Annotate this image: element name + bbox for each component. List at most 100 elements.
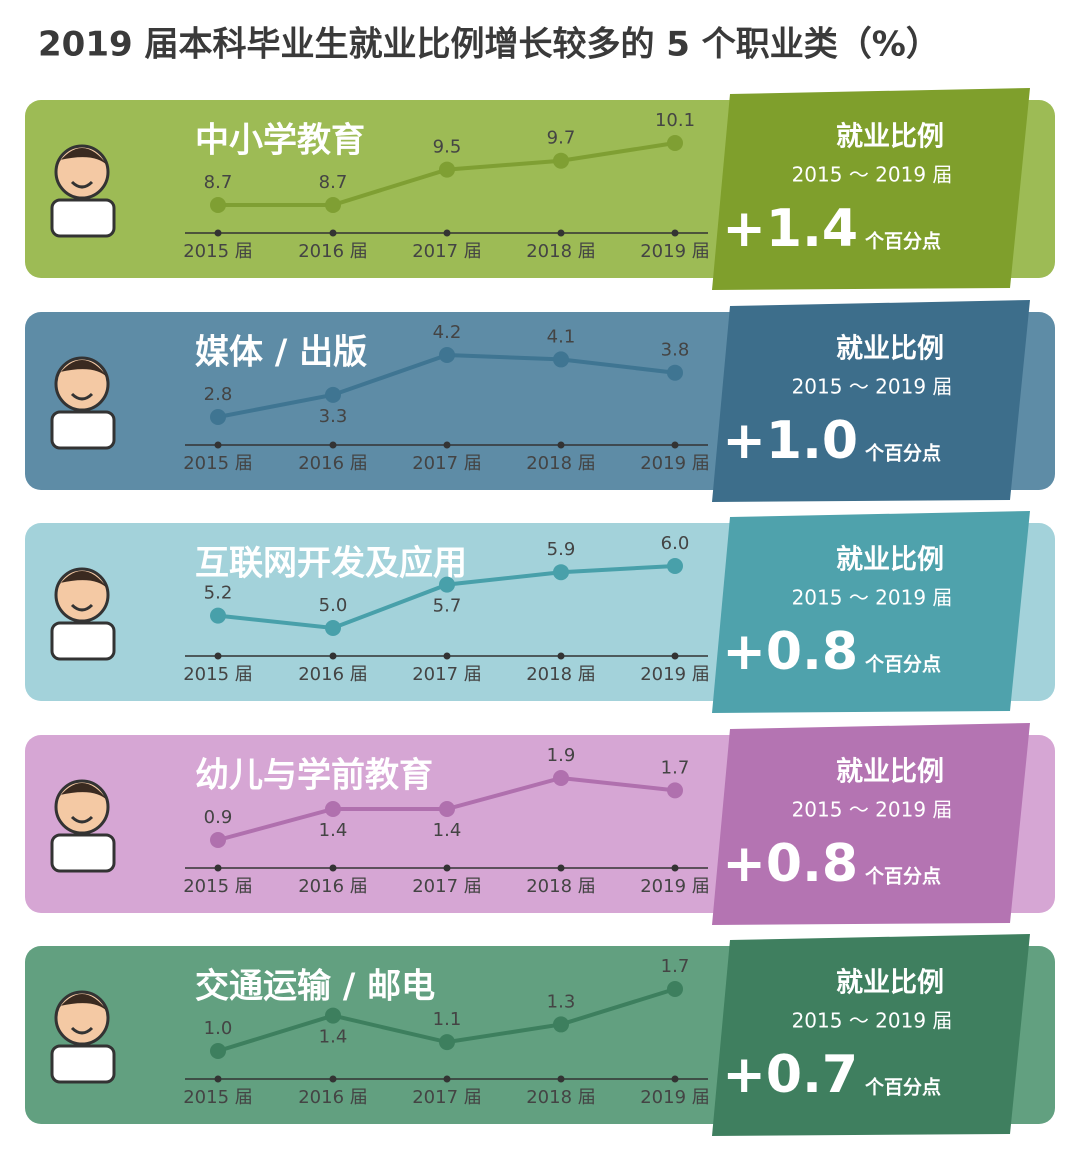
data-label: 1.7	[661, 956, 690, 977]
data-label: 0.9	[204, 807, 233, 828]
chart-title: 幼儿与学前教育	[195, 756, 433, 796]
data-point	[667, 782, 683, 799]
side-title: 就业比例	[836, 334, 944, 365]
data-label: 1.4	[433, 820, 462, 841]
axis-tick	[214, 1075, 222, 1083]
data-label: 1.3	[547, 991, 576, 1012]
data-label: 10.1	[655, 110, 695, 131]
axis-tick	[329, 229, 337, 237]
chart-panel: 中小学教育 2015 届 8.7 2016 届 8.7 2017 届 9.5 2018 届 9.…	[25, 88, 1055, 290]
axis-tick	[214, 229, 222, 237]
data-label: 5.9	[547, 539, 576, 560]
data-label: 8.7	[319, 172, 348, 193]
icon-head	[54, 779, 110, 835]
change-value: +0.7	[722, 1045, 858, 1105]
icon-hair	[56, 783, 108, 801]
icon-smile	[70, 1026, 94, 1035]
data-point	[439, 161, 455, 178]
icon-smile	[70, 815, 94, 824]
x-tick-label: 2016 届	[298, 453, 368, 474]
x-tick-label: 2017 届	[412, 1087, 482, 1108]
data-label: 9.7	[547, 128, 576, 149]
data-point	[553, 564, 569, 581]
change-unit: 个百分点	[864, 1077, 941, 1099]
chart-panel: 交通运输 / 邮电 2015 届 1.0 2016 届 1.4 2017 届 1.1 2018…	[25, 934, 1055, 1136]
axis-tick	[329, 864, 337, 872]
side-range: 2015 ～ 2019 届	[792, 586, 953, 610]
icon-body	[50, 1044, 116, 1084]
x-tick-label: 2016 届	[298, 664, 368, 685]
data-label: 1.9	[547, 745, 576, 766]
axis-tick	[443, 441, 451, 449]
side-range: 2015 ～ 2019 届	[792, 1009, 953, 1033]
axis-tick	[329, 1075, 337, 1083]
axis-tick	[329, 441, 337, 449]
x-tick-label: 2019 届	[640, 453, 710, 474]
data-label: 1.7	[661, 757, 690, 778]
side-title: 就业比例	[836, 122, 944, 153]
axis-tick	[329, 652, 337, 660]
data-point	[325, 386, 341, 403]
axis-tick	[557, 864, 565, 872]
axis-tick	[443, 652, 451, 660]
x-tick-label: 2019 届	[640, 664, 710, 685]
side-title: 就业比例	[836, 757, 944, 788]
data-point	[439, 1034, 455, 1051]
data-point	[325, 197, 341, 213]
change-value: +0.8	[722, 834, 858, 894]
axis-tick	[671, 1075, 679, 1083]
x-tick-label: 2015 届	[183, 241, 253, 262]
side-panel	[712, 934, 1030, 1136]
icon-head	[54, 567, 110, 623]
change-value: +1.4	[722, 199, 858, 259]
icon-body	[50, 621, 116, 661]
axis-tick	[443, 864, 451, 872]
data-point	[667, 135, 683, 151]
data-point	[439, 801, 455, 817]
x-tick-label: 2016 届	[298, 241, 368, 262]
side-range: 2015 ～ 2019 届	[792, 163, 953, 187]
data-point	[210, 832, 226, 848]
axis-tick	[671, 441, 679, 449]
chart-panel: 幼儿与学前教育 2015 届 0.9 2016 届 1.4 2017 届 1.4 2018 届…	[25, 723, 1055, 925]
x-tick-label: 2015 届	[183, 1087, 253, 1108]
x-tick-label: 2016 届	[298, 1087, 368, 1108]
data-label: 1.4	[319, 820, 348, 841]
chart-title: 互联网开发及应用	[195, 544, 467, 584]
side-panel	[712, 88, 1030, 290]
icon-body	[50, 833, 116, 873]
x-tick-label: 2017 届	[412, 241, 482, 262]
x-tick-label: 2019 届	[640, 241, 710, 262]
data-point	[553, 770, 569, 786]
x-tick-label: 2016 届	[298, 876, 368, 897]
icon-smile	[70, 180, 94, 189]
icon-body	[50, 410, 116, 450]
x-tick-label: 2019 届	[640, 876, 710, 897]
data-point	[553, 351, 569, 368]
chart-title: 交通运输 / 邮电	[195, 967, 435, 1007]
x-tick-label: 2018 届	[526, 241, 596, 262]
data-label: 5.2	[204, 583, 233, 604]
data-point	[553, 1016, 569, 1033]
axis-tick	[671, 229, 679, 237]
x-tick-label: 2018 届	[526, 876, 596, 897]
data-label: 6.0	[661, 533, 690, 554]
chart-title: 中小学教育	[195, 121, 365, 161]
data-label: 3.8	[661, 340, 690, 361]
side-panel	[712, 300, 1030, 502]
side-panel	[712, 511, 1030, 713]
x-tick-label: 2015 届	[183, 664, 253, 685]
icon-hair	[56, 571, 108, 589]
page-title: 2019 届本科毕业生就业比例增长较多的 5 个职业类（%）	[38, 25, 940, 65]
chart-title: 媒体 / 出版	[195, 333, 367, 373]
data-point	[439, 576, 455, 593]
change-unit: 个百分点	[864, 654, 941, 676]
chart-panel: 媒体 / 出版 2015 届 2.8 2016 届 3.3 2017 届 4.2 2018 届…	[25, 300, 1055, 502]
side-range: 2015 ～ 2019 届	[792, 375, 953, 399]
x-tick-label: 2015 届	[183, 876, 253, 897]
x-tick-label: 2017 届	[412, 453, 482, 474]
data-label: 1.4	[319, 1027, 348, 1048]
icon-body	[50, 198, 116, 238]
change-value: +1.0	[722, 411, 858, 471]
x-tick-label: 2019 届	[640, 1087, 710, 1108]
